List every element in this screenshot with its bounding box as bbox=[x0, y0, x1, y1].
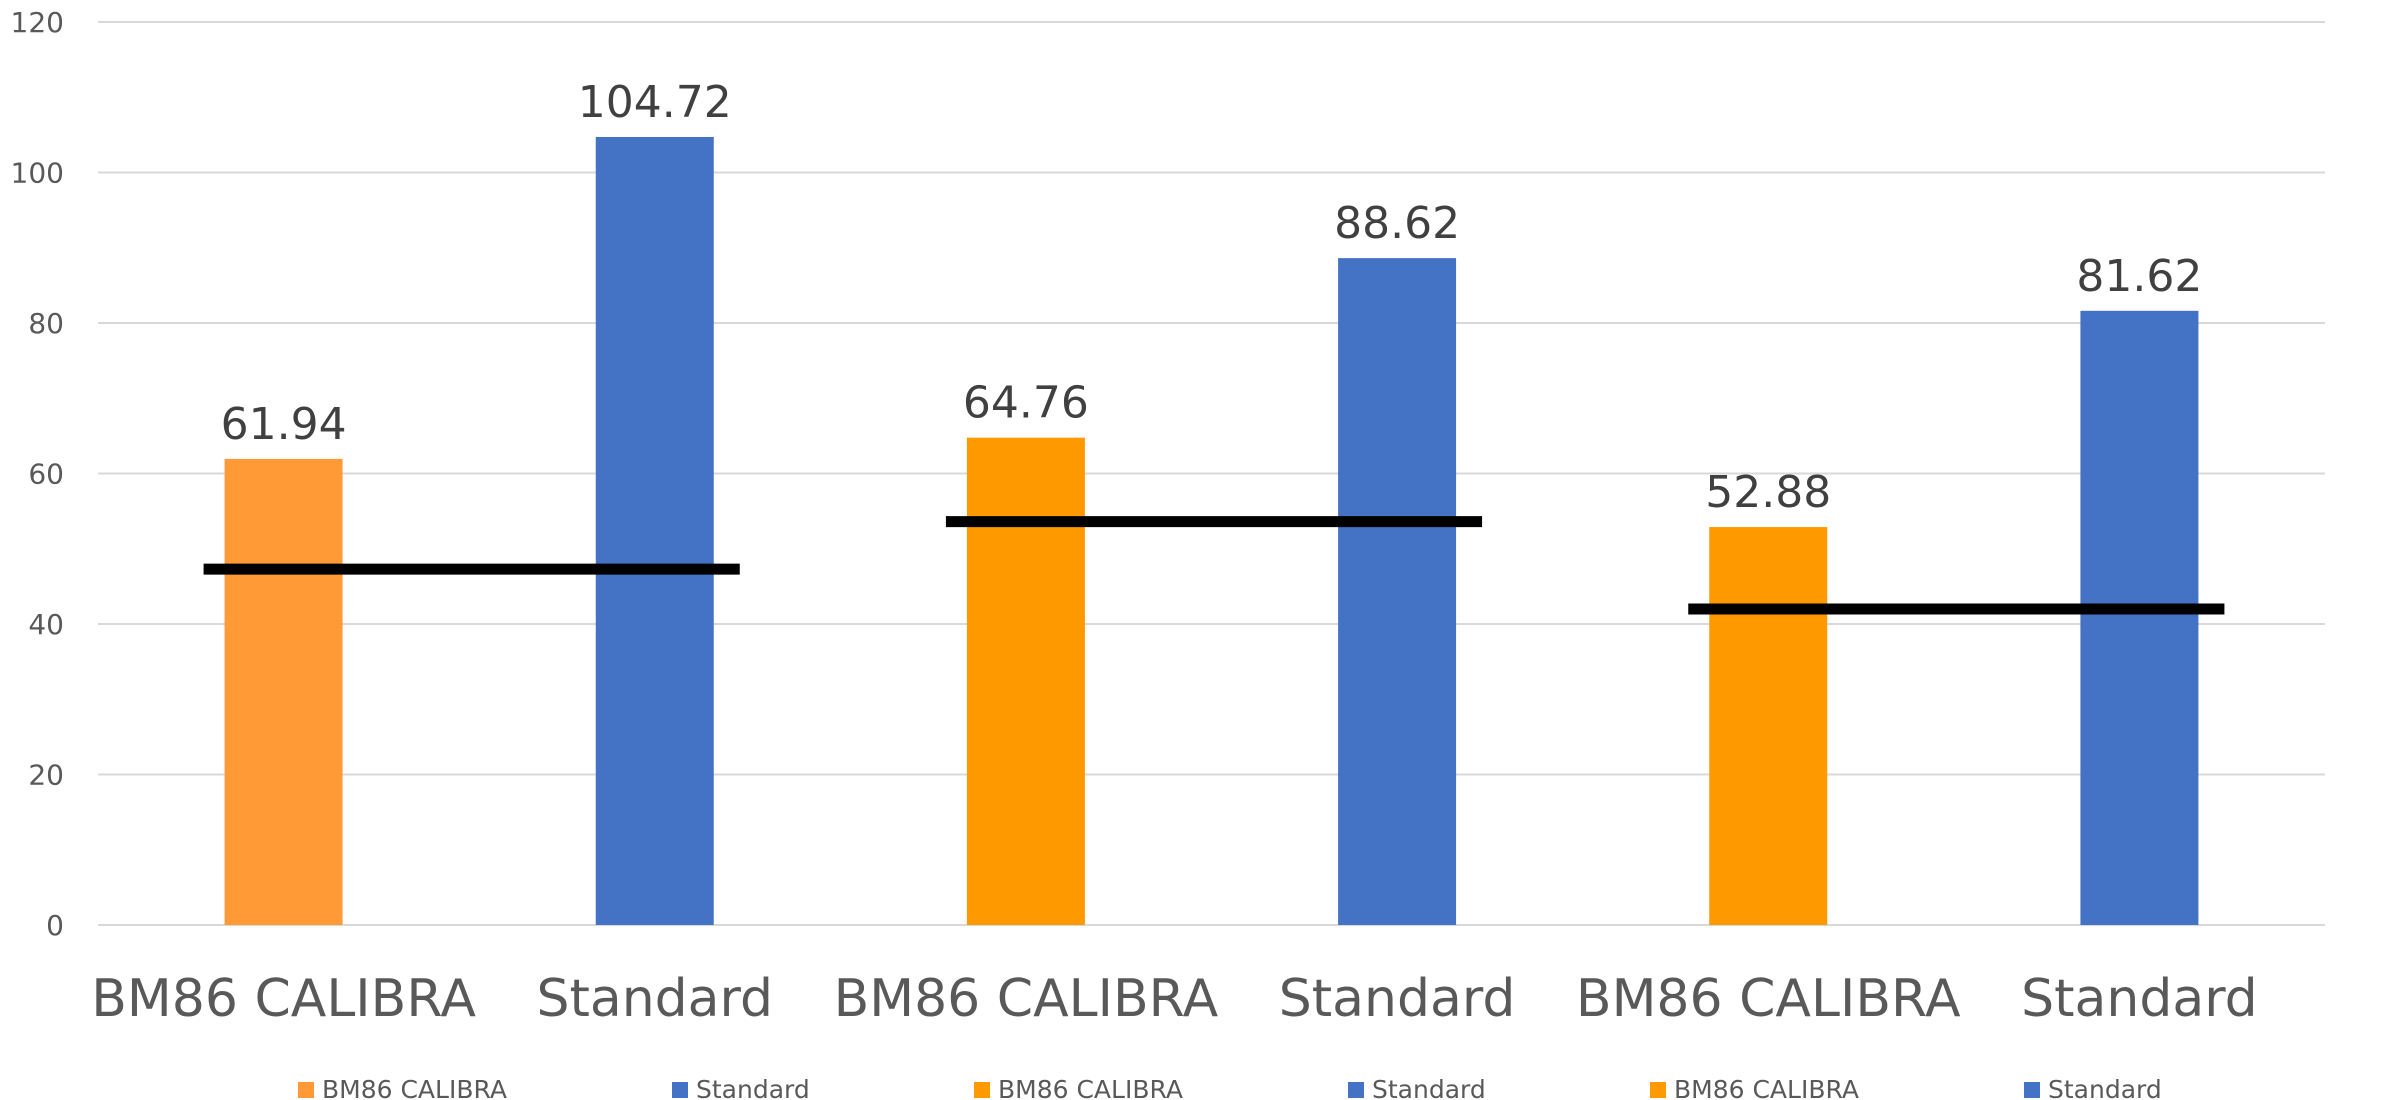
y-tick-label: 40 bbox=[28, 608, 64, 641]
bars bbox=[224, 136, 2199, 925]
legend-label: BM86 CALIBRA bbox=[1674, 1075, 1859, 1100]
x-category-label: BM86 CALIBRA bbox=[834, 969, 1219, 1029]
y-axis-ticks: 0 20 40 60 80 100 120 bbox=[11, 6, 64, 942]
y-tick-label: 0 bbox=[46, 909, 64, 942]
bar bbox=[1709, 527, 1828, 925]
legend-label: BM86 CALIBRA bbox=[322, 1075, 507, 1100]
y-tick-label: 100 bbox=[11, 157, 64, 190]
data-label: 61.94 bbox=[221, 399, 347, 450]
bar bbox=[224, 458, 343, 925]
y-tick-label: 60 bbox=[28, 458, 64, 491]
legend-swatch bbox=[974, 1082, 990, 1098]
x-category-label: Standard bbox=[536, 969, 773, 1029]
legend: BM86 CALIBRA Standard BM86 CALIBRA Standard… bbox=[298, 1075, 2162, 1100]
data-label: 88.62 bbox=[1334, 198, 1460, 249]
bar bbox=[966, 437, 1085, 925]
legend-swatch bbox=[2024, 1082, 2040, 1098]
bar bbox=[595, 136, 714, 925]
reference-lines bbox=[203, 516, 2225, 615]
data-label: 52.88 bbox=[1705, 467, 1831, 518]
legend-swatch bbox=[1348, 1082, 1364, 1098]
legend-label: Standard bbox=[1372, 1075, 1486, 1100]
data-label: 64.76 bbox=[963, 378, 1089, 429]
data-labels: 61.94 104.72 64.76 88.62 52.88 81.62 bbox=[221, 77, 2203, 518]
y-tick-label: 120 bbox=[11, 6, 64, 39]
y-tick-label: 20 bbox=[28, 759, 64, 792]
legend-swatch bbox=[298, 1082, 314, 1098]
x-category-label: BM86 CALIBRA bbox=[91, 969, 476, 1029]
x-axis-categories: BM86 CALIBRA Standard BM86 CALIBRA Standard… bbox=[91, 969, 2257, 1029]
y-tick-label: 80 bbox=[28, 307, 64, 340]
bar bbox=[1338, 258, 1457, 925]
legend-swatch bbox=[1650, 1082, 1666, 1098]
data-label: 81.62 bbox=[2076, 251, 2202, 302]
gridlines bbox=[98, 21, 2325, 926]
legend-swatch bbox=[672, 1082, 688, 1098]
legend-label: BM86 CALIBRA bbox=[998, 1075, 1183, 1100]
legend-label: Standard bbox=[696, 1075, 810, 1100]
legend-label: Standard bbox=[2048, 1075, 2162, 1100]
data-label: 104.72 bbox=[578, 77, 732, 128]
bar bbox=[2080, 310, 2199, 925]
x-category-label: Standard bbox=[2021, 969, 2258, 1029]
x-category-label: BM86 CALIBRA bbox=[1576, 969, 1961, 1029]
x-category-label: Standard bbox=[1279, 969, 1516, 1029]
